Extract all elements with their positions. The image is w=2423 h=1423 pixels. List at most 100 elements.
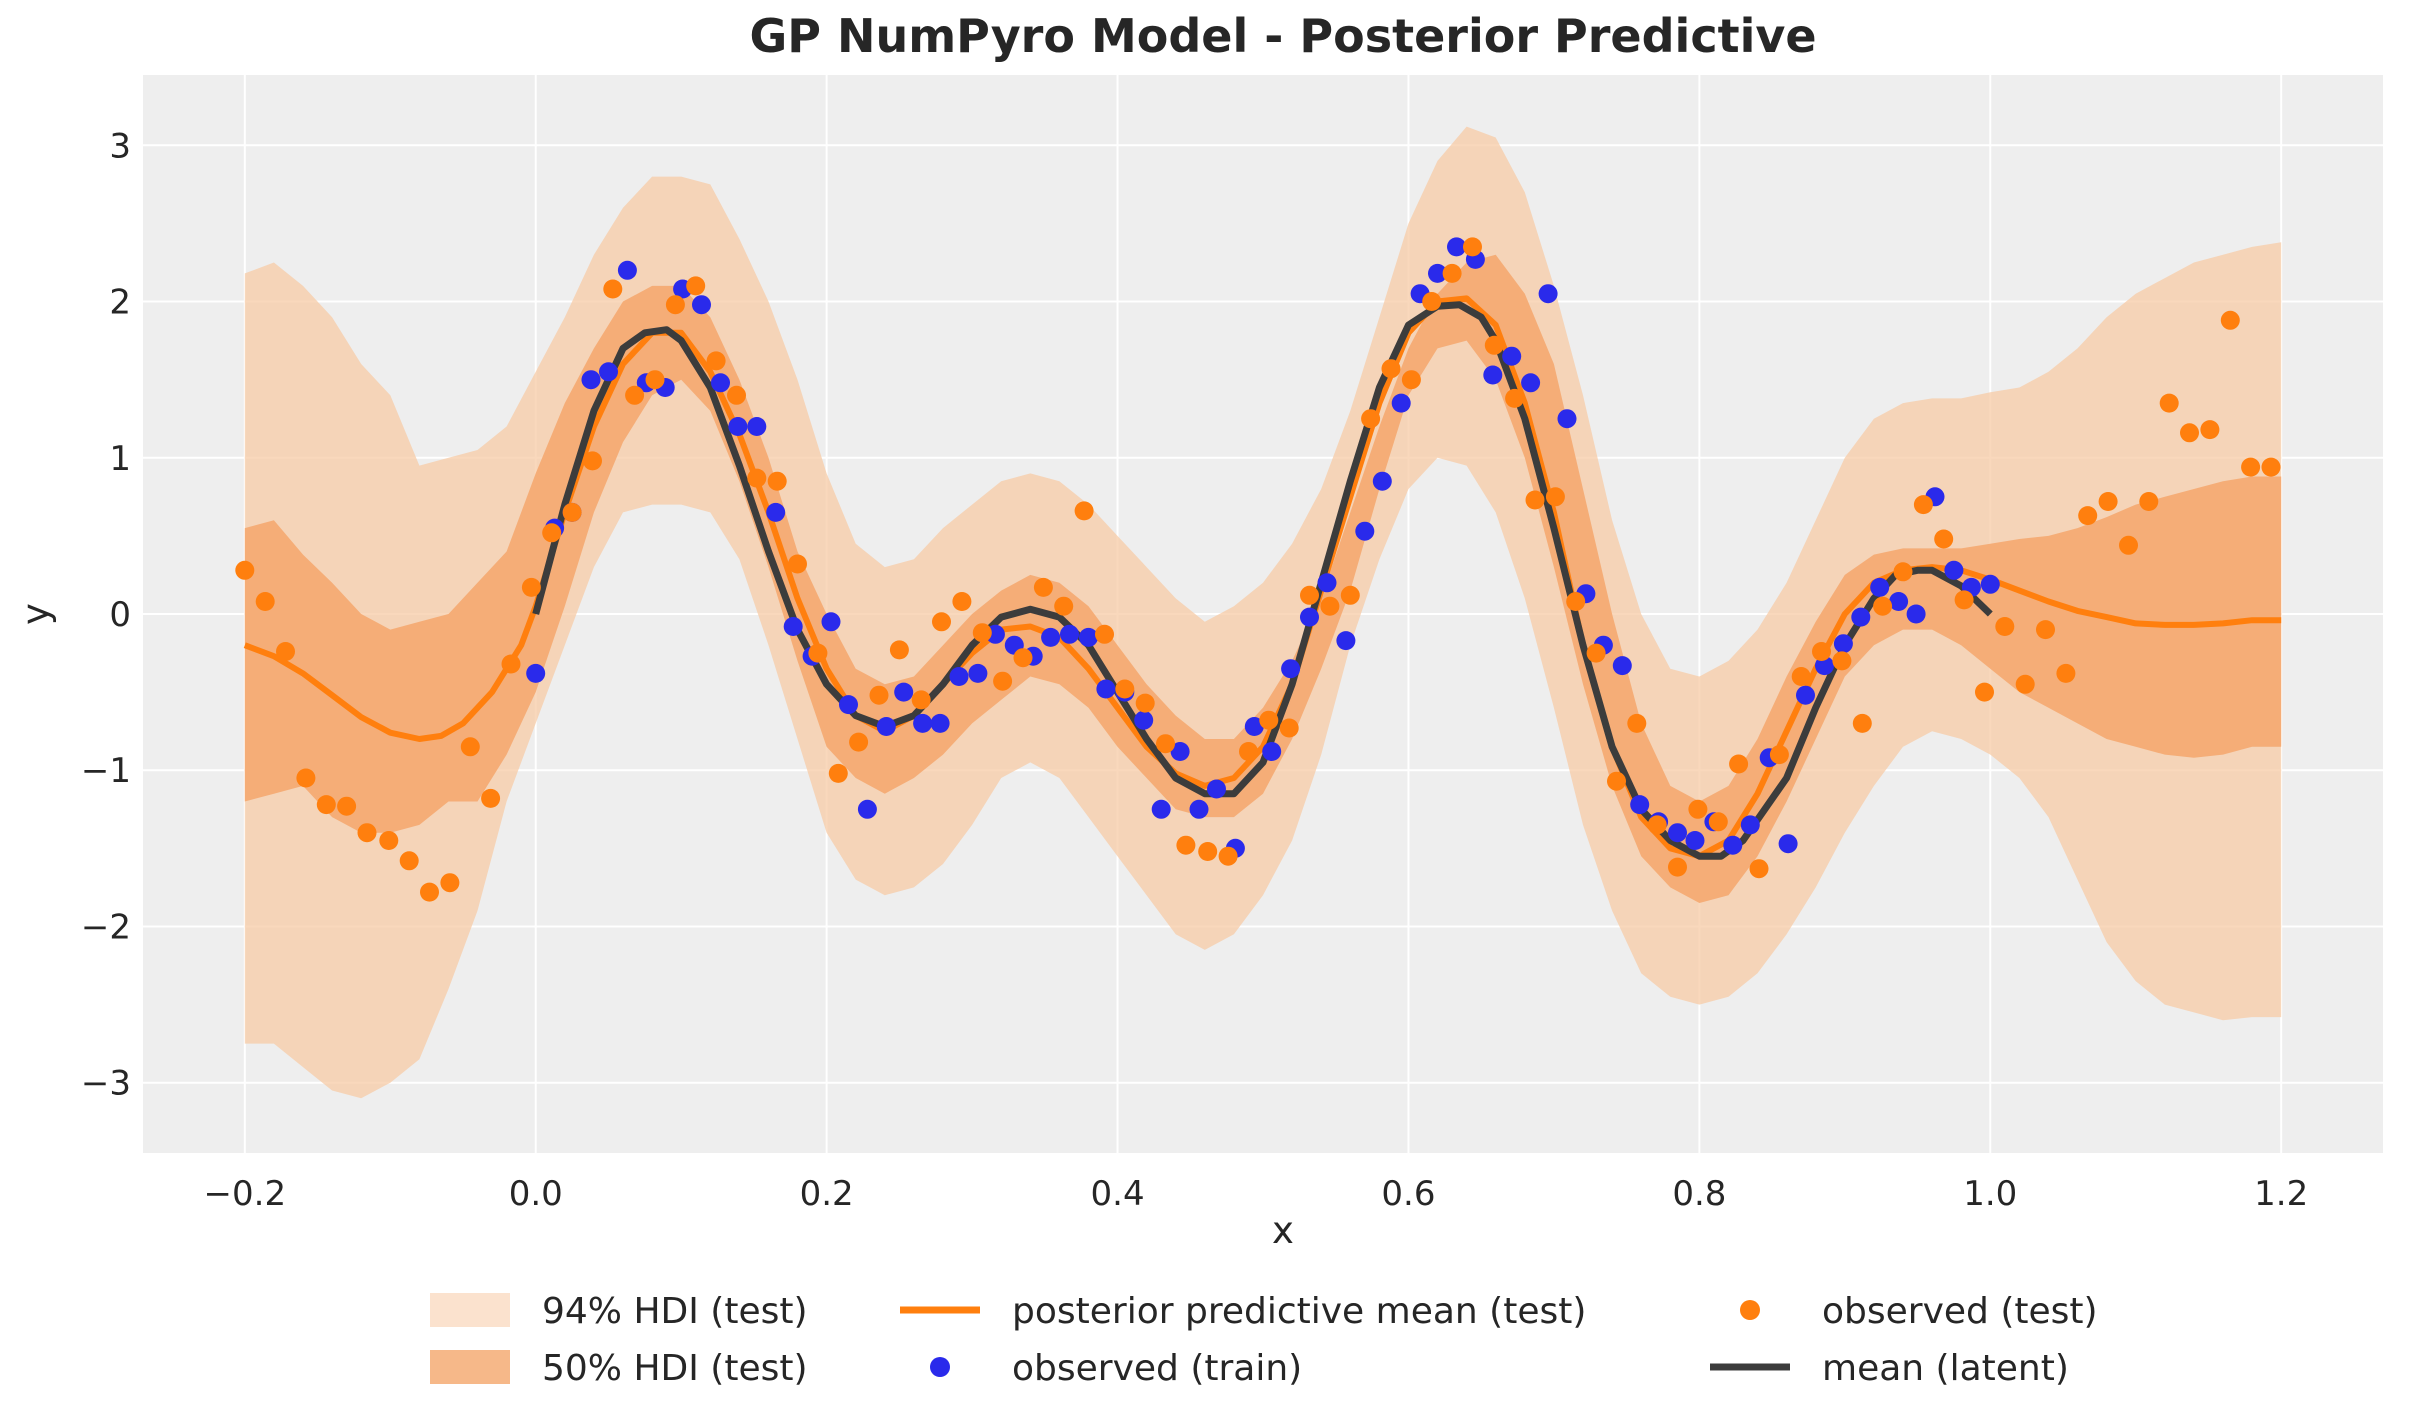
test-point xyxy=(2098,492,2118,511)
test-point xyxy=(889,640,909,660)
test-point xyxy=(1239,742,1258,761)
test-point xyxy=(1320,596,1340,616)
test-point xyxy=(603,279,623,299)
train-point xyxy=(1189,799,1209,819)
test-point xyxy=(1401,370,1421,390)
test-point xyxy=(828,763,848,783)
train-point xyxy=(1041,627,1061,647)
test-point xyxy=(1873,596,1893,616)
train-point xyxy=(1796,685,1815,705)
train-point xyxy=(1889,592,1909,611)
test-point xyxy=(1934,529,1954,549)
test-point xyxy=(1852,713,1872,733)
legend-item-pp_mean: posterior predictive mean (test) xyxy=(900,1291,1586,1332)
test-point xyxy=(460,737,480,757)
train-point xyxy=(1300,607,1319,627)
test-point xyxy=(747,468,767,488)
test-point xyxy=(1995,617,2015,636)
test-point xyxy=(1259,710,1279,730)
test-point xyxy=(993,671,1013,691)
train-point xyxy=(1502,346,1522,366)
test-point xyxy=(2220,310,2240,330)
train-point xyxy=(1521,373,1541,393)
test-point xyxy=(562,502,582,522)
test-point xyxy=(1708,812,1728,832)
train-point xyxy=(1870,577,1890,597)
train-point xyxy=(857,799,877,819)
y-tick-label: 1 xyxy=(109,439,131,479)
test-point xyxy=(1975,682,1994,702)
train-point xyxy=(1079,627,1098,647)
test-point xyxy=(1525,490,1545,510)
test-point xyxy=(1095,624,1114,644)
test-point xyxy=(2159,393,2179,413)
train-point xyxy=(747,417,767,436)
test-point xyxy=(440,873,460,893)
y-tick-label: −1 xyxy=(81,751,131,791)
hdi50-band xyxy=(244,254,2282,903)
train-point xyxy=(1815,656,1834,676)
y-tick-labels: −3 −2 −1 0 1 2 3 xyxy=(81,126,131,1103)
test-point xyxy=(357,823,377,843)
train-point xyxy=(1207,779,1226,799)
legend-swatch xyxy=(430,1350,510,1384)
test-point xyxy=(1668,857,1687,877)
train-point xyxy=(692,295,711,315)
test-point xyxy=(1340,585,1360,605)
test-point xyxy=(727,385,746,405)
test-point xyxy=(1013,648,1033,668)
test-point xyxy=(1893,562,1913,582)
x-tick-label: 1.2 xyxy=(2254,1174,2308,1214)
test-point xyxy=(2261,457,2281,477)
test-point xyxy=(2139,492,2159,511)
legend-label: 94% HDI (test) xyxy=(542,1291,808,1332)
train-point xyxy=(968,663,988,683)
x-tick-label: −0.2 xyxy=(204,1174,287,1214)
legend: 94% HDI (test) 50% HDI (test) posterior pr… xyxy=(430,1291,2098,1389)
legend-item-hdi94: 94% HDI (test) xyxy=(430,1291,808,1332)
test-point xyxy=(2036,620,2055,640)
y-tick-label: 0 xyxy=(109,595,131,635)
legend-item-latent: mean (latent) xyxy=(1710,1348,2069,1389)
test-point xyxy=(583,451,602,471)
legend-item-hdi50: 50% HDI (test) xyxy=(430,1348,808,1389)
train-point xyxy=(1372,471,1392,491)
test-point xyxy=(420,882,439,902)
test-point xyxy=(1361,409,1381,429)
test-point xyxy=(932,612,951,632)
observed-points xyxy=(235,237,2281,902)
train-point xyxy=(728,417,748,436)
train-point xyxy=(1391,393,1411,413)
test-point xyxy=(1054,596,1074,616)
train-point xyxy=(766,502,786,522)
test-point xyxy=(1156,734,1175,754)
test-point xyxy=(1074,501,1094,521)
test-point xyxy=(1545,487,1565,507)
test-point xyxy=(2015,674,2035,694)
test-point xyxy=(1463,237,1482,257)
test-point xyxy=(1198,842,1218,861)
test-point xyxy=(1176,835,1196,855)
test-point xyxy=(337,796,357,816)
test-point xyxy=(849,732,869,752)
train-point xyxy=(1336,631,1356,651)
test-point xyxy=(1812,642,1831,661)
test-point xyxy=(1033,577,1053,597)
train-point xyxy=(1281,659,1301,679)
test-point xyxy=(316,795,336,815)
train-point xyxy=(1096,679,1116,699)
train-point xyxy=(1612,656,1632,676)
test-point xyxy=(1484,335,1504,355)
train-point xyxy=(930,713,950,733)
x-tick-label: 0.4 xyxy=(1091,1174,1145,1214)
test-point xyxy=(296,768,316,788)
test-point xyxy=(2119,535,2138,555)
test-point xyxy=(2078,506,2098,526)
legend-swatch xyxy=(930,1357,950,1377)
train-point xyxy=(913,713,933,733)
train-point xyxy=(1447,237,1466,257)
test-point xyxy=(1627,713,1647,733)
test-point xyxy=(542,523,562,543)
legend-item-train: observed (train) xyxy=(930,1348,1302,1389)
